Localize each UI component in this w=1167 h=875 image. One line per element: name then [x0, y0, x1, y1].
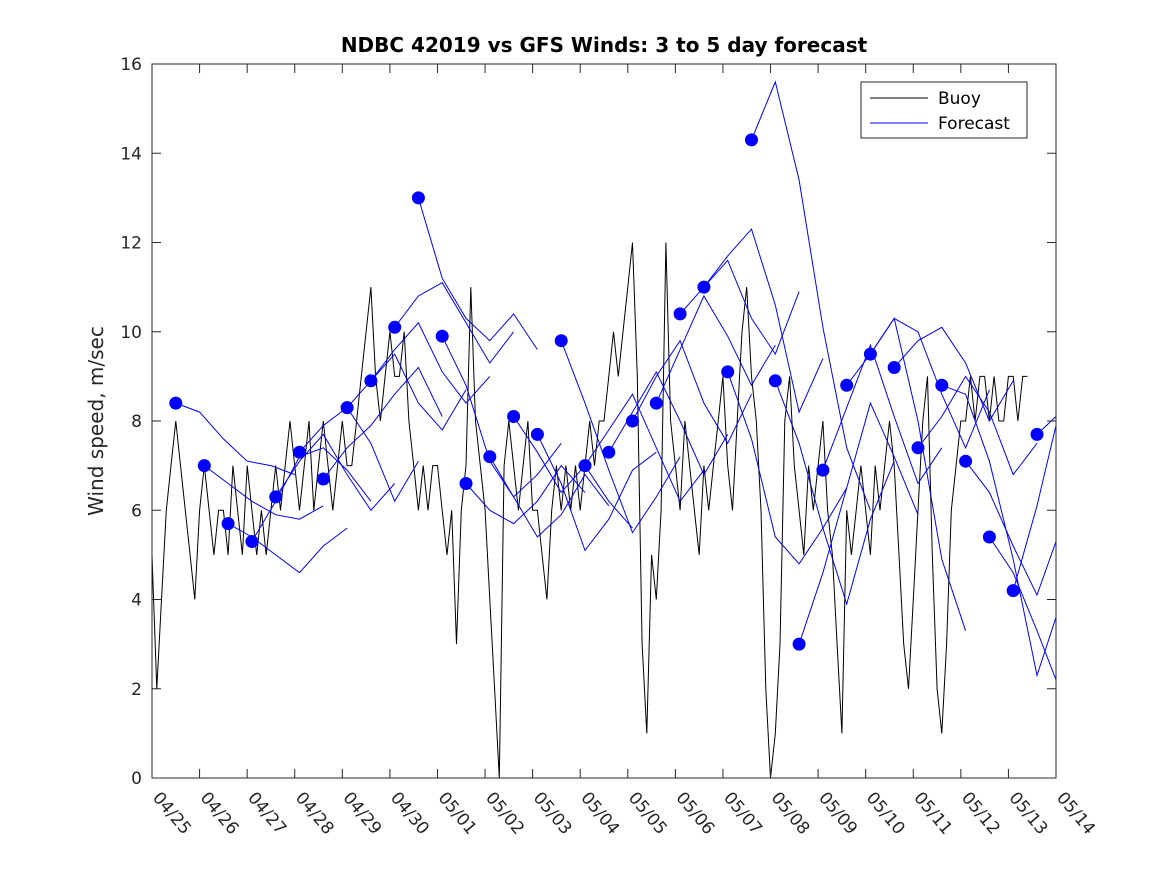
y-tick-label: 14: [120, 144, 142, 164]
forecast-start-point: [269, 490, 283, 504]
legend: Buoy Forecast: [860, 81, 1028, 139]
forecast-series-line: [632, 339, 752, 445]
y-tick-label: 4: [131, 591, 142, 611]
forecast-start-point: [649, 396, 663, 410]
forecast-start-point: [816, 463, 830, 477]
forecast-series-line: [203, 465, 324, 520]
forecast-start-point: [602, 445, 616, 459]
forecast-series-line: [893, 326, 1014, 423]
forecast-start-point: [459, 477, 473, 490]
y-tick-label: 10: [120, 323, 142, 343]
buoy-series-line: [151, 242, 1028, 779]
forecast-series-line: [751, 80, 871, 511]
forecast-start-point: [245, 535, 259, 548]
forecast-start-point: [1030, 427, 1044, 441]
forecast-series-line: [227, 523, 348, 574]
forecast-start-point: [1006, 584, 1020, 598]
forecast-series-line: [299, 406, 419, 503]
forecast-start-point: [911, 441, 925, 455]
legend-box: [860, 81, 1028, 139]
forecast-series-line: [703, 228, 824, 414]
forecast-series-line: [394, 282, 514, 364]
forecast-start-point: [388, 320, 402, 334]
y-tick-label: 6: [131, 501, 142, 521]
y-tick-label: 0: [131, 769, 142, 789]
forecast-series-line: [417, 197, 538, 350]
forecast-series-line: [727, 371, 848, 565]
forecast-series-line: [822, 343, 943, 485]
forecast-series-line: [465, 464, 586, 525]
forecast-start-point: [792, 637, 806, 651]
forecast-series-line: [655, 294, 776, 404]
forecast-start-point: [411, 191, 425, 205]
series-layer: [151, 80, 1057, 779]
forecast-series-line: [584, 393, 705, 503]
forecast-start-point: [673, 307, 687, 321]
forecast-series-line: [175, 402, 295, 476]
forecast-start-point: [959, 454, 973, 468]
forecast-series-line: [941, 384, 1057, 678]
y-tick-label: 16: [120, 55, 142, 75]
forecast-series-line: [275, 433, 396, 512]
y-axis-label: Wind speed, m/sec: [84, 326, 108, 516]
forecast-start-point: [340, 401, 354, 415]
forecast-start-point: [721, 365, 735, 379]
forecast-series-line: [560, 340, 681, 534]
forecast-series-line: [869, 317, 990, 450]
forecast-start-point: [840, 378, 854, 392]
forecast-start-point: [887, 361, 901, 374]
forecast-start-point: [768, 374, 782, 388]
forecast-series-line: [798, 401, 919, 645]
forecast-start-point: [863, 347, 877, 361]
chart-title: NDBC 42019 vs GFS Winds: 3 to 5 day fore…: [341, 33, 868, 57]
forecast-series-line: [489, 456, 610, 538]
forecast-series-line: [536, 434, 657, 552]
legend-buoy-label: Buoy: [938, 89, 981, 109]
forecast-series-line: [251, 447, 372, 542]
forecast-start-point: [982, 530, 996, 544]
forecast-start-point: [578, 459, 592, 473]
forecast-start-point: [935, 378, 949, 392]
forecast-start-point: [745, 133, 758, 147]
forecast-start-point: [197, 459, 211, 473]
y-tick-label: 8: [131, 412, 142, 432]
forecast-start-point: [626, 414, 639, 428]
forecast-start-point: [364, 374, 378, 388]
forecast-series-line: [441, 335, 562, 498]
forecast-series-line: [917, 375, 1038, 476]
legend-forecast-label: Forecast: [938, 114, 1010, 134]
forecast-start-point: [169, 396, 183, 410]
forecast-start-point: [221, 517, 235, 531]
y-tick-label: 2: [131, 680, 142, 700]
forecast-start-point: [316, 472, 330, 486]
forecast-start-point: [483, 450, 497, 464]
forecast-start-point: [530, 427, 544, 441]
forecast-start-point: [554, 334, 568, 348]
forecast-start-point: [507, 410, 521, 423]
forecast-start-point: [435, 329, 449, 343]
forecast-series-line: [513, 416, 633, 529]
forecast-start-point: [697, 280, 711, 294]
forecast-start-point: [293, 445, 306, 459]
y-tick-label: 12: [120, 234, 142, 254]
forecast-series-line: [322, 366, 443, 480]
forecast-series-line: [774, 380, 895, 606]
forecast-series-line: [846, 317, 967, 631]
